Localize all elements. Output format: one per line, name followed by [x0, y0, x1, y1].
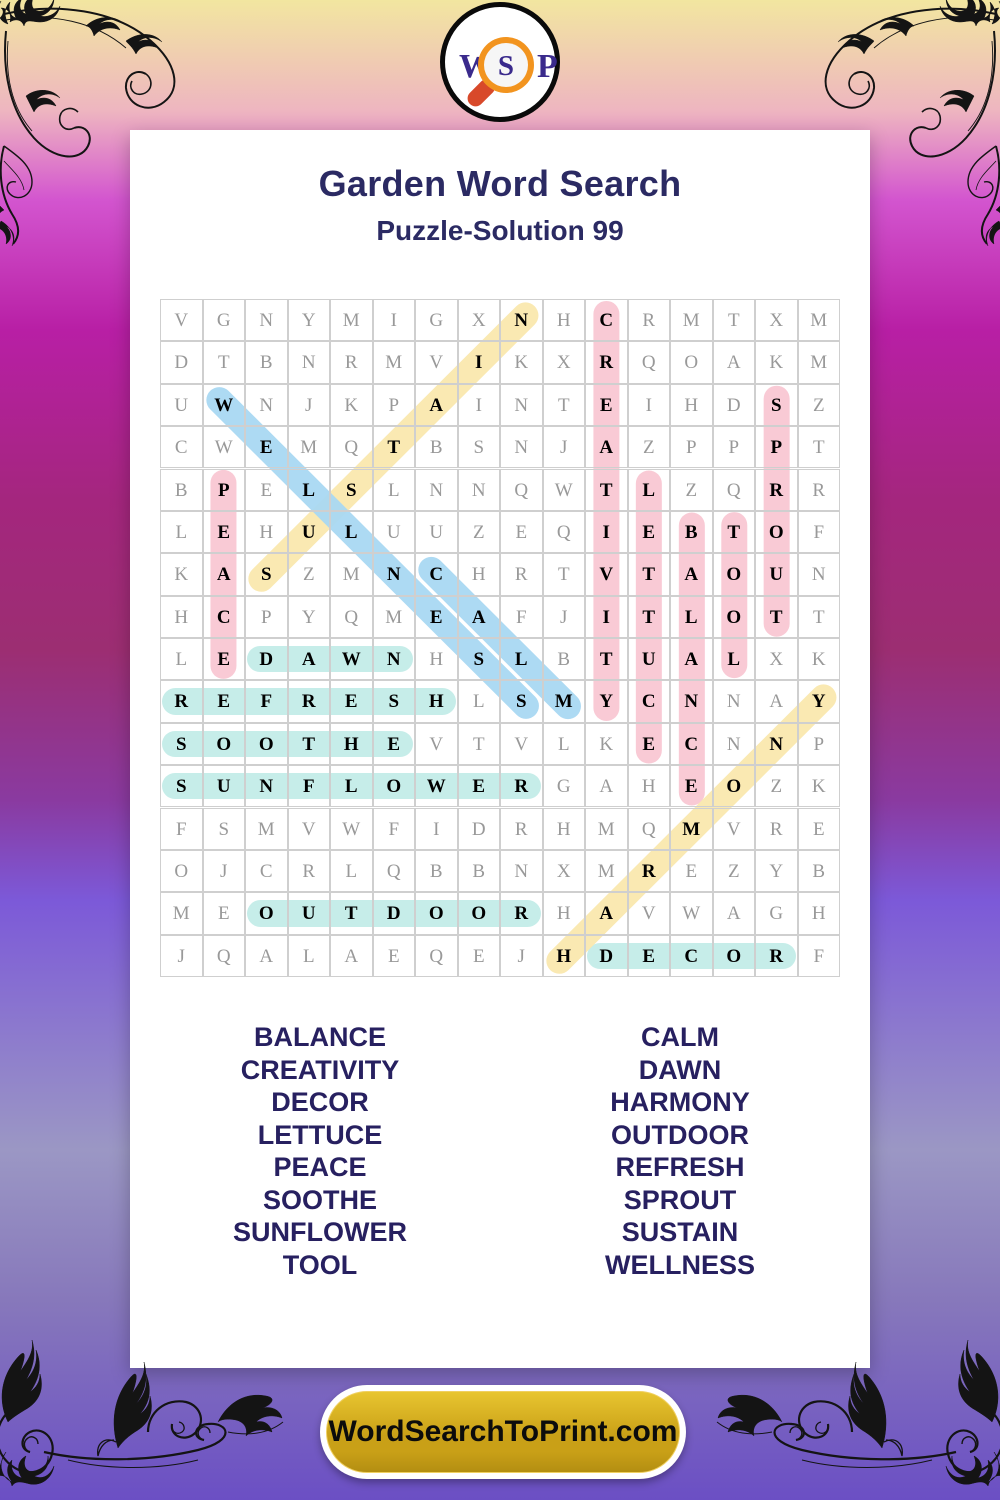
svg-text:P: P — [537, 48, 558, 85]
svg-text:S: S — [498, 50, 514, 82]
